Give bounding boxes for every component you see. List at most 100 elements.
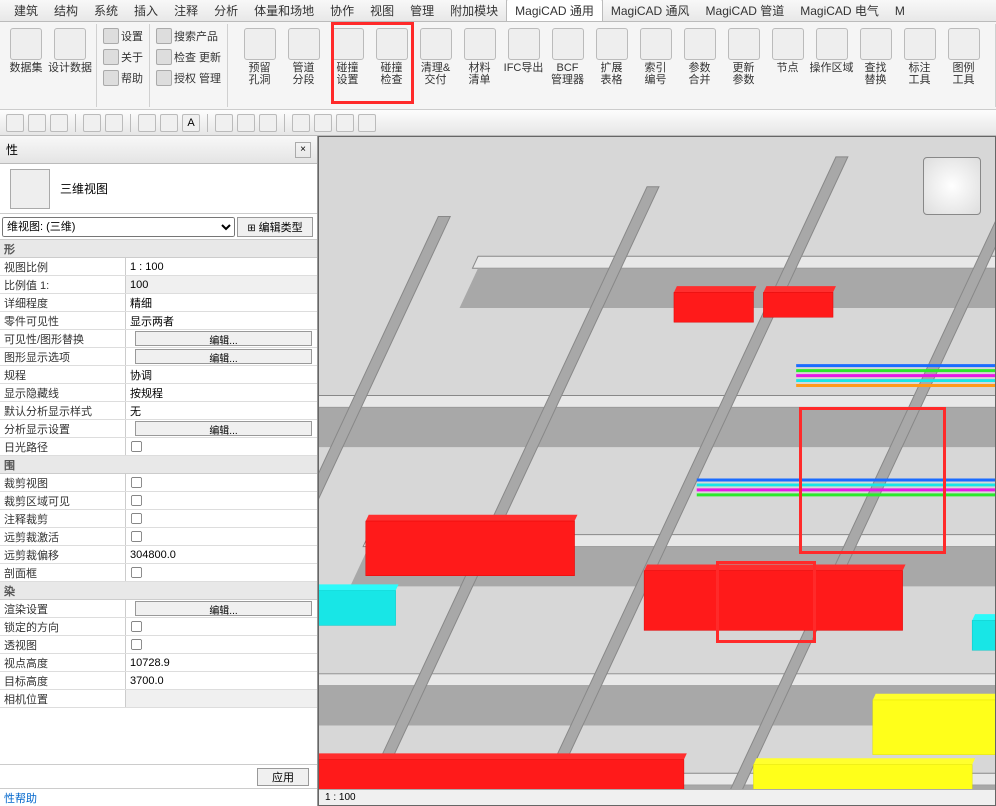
apply-button[interactable]: 应用 (257, 768, 309, 786)
edit-button[interactable]: 编辑... (135, 601, 313, 616)
ribbon-clean-deliver[interactable]: 清理& 交付 (414, 26, 458, 86)
qat-icon[interactable] (105, 114, 123, 132)
edit-button[interactable]: 编辑... (135, 421, 313, 436)
ribbon-info[interactable]: 关于 (101, 47, 145, 67)
qat-text-icon[interactable]: A (182, 114, 200, 132)
prop-value[interactable]: 3700.0 (126, 672, 317, 689)
view-cube[interactable] (923, 157, 981, 215)
qat-icon[interactable] (314, 114, 332, 132)
ribbon-find-replace[interactable]: 查找 替换 (854, 26, 898, 86)
ribbon-check[interactable]: 检查 更新 (154, 47, 223, 67)
tab-14[interactable]: MagiCAD 电气 (792, 0, 887, 21)
key-icon (156, 70, 172, 86)
ribbon-param-merge[interactable]: 参数 合并 (678, 26, 722, 86)
qat-icon[interactable] (292, 114, 310, 132)
edit-button[interactable]: 编辑... (135, 349, 313, 364)
qat-save-icon[interactable] (6, 114, 24, 132)
status-scale: 1 : 100 (325, 792, 356, 803)
prop-value[interactable]: 10728.9 (126, 654, 317, 671)
ribbon-bcf-mgr[interactable]: BCF 管理器 (546, 26, 590, 86)
tab-9[interactable]: 管理 (402, 0, 442, 21)
tab-3[interactable]: 插入 (126, 0, 166, 21)
prop-key: 锁定的方向 (0, 618, 126, 635)
prop-value[interactable]: 1 : 100 (126, 258, 317, 275)
tab-1[interactable]: 结构 (46, 0, 86, 21)
properties-panel: 性 × 三维视图 维视图: (三维) ⊞ 编辑类型 形 视图比例1 : 100比… (0, 136, 318, 806)
prop-key: 渲染设置 (0, 600, 126, 617)
tab-2[interactable]: 系统 (86, 0, 126, 21)
prop-key: 日光路径 (0, 438, 126, 455)
ribbon-annotate[interactable]: 标注 工具 (898, 26, 942, 86)
prop-value[interactable]: 无 (126, 402, 317, 419)
checkbox[interactable] (131, 495, 142, 506)
prop-row: 默认分析显示样式无 (0, 402, 317, 420)
ribbon: 数据集 设计数据 设置关于帮助 搜索产品检查 更新授权 管理 预留 孔洞管道 分… (0, 22, 996, 110)
edit-button[interactable]: 编辑... (135, 331, 313, 346)
checkbox[interactable] (131, 639, 142, 650)
ribbon-legend[interactable]: 图例 工具 (942, 26, 986, 86)
ribbon-help[interactable]: 帮助 (101, 68, 145, 88)
ribbon-design-data[interactable]: 设计数据 (48, 26, 92, 74)
checkbox[interactable] (131, 513, 142, 524)
close-icon[interactable]: × (295, 142, 311, 158)
prop-key: 规程 (0, 366, 126, 383)
ribbon-pipe-section[interactable]: 管道 分段 (282, 26, 326, 86)
prop-value[interactable]: 按规程 (126, 384, 317, 401)
tab-11[interactable]: MagiCAD 通用 (506, 0, 603, 22)
3d-viewport[interactable]: 1 : 100 (318, 136, 996, 806)
edit-type-button[interactable]: ⊞ 编辑类型 (237, 217, 313, 237)
checkbox[interactable] (131, 567, 142, 578)
ribbon-gear[interactable]: 设置 (101, 26, 145, 46)
ribbon-search[interactable]: 搜索产品 (154, 26, 223, 46)
tab-8[interactable]: 视图 (362, 0, 402, 21)
ribbon-index-no[interactable]: 索引 编号 (634, 26, 678, 86)
view-type-icon (10, 169, 50, 209)
ribbon-clash-set[interactable]: 碰撞 设置 (326, 26, 370, 86)
pipe-section-icon (288, 28, 320, 60)
ribbon-dataset[interactable]: 数据集 (4, 26, 48, 74)
tab-4[interactable]: 注释 (166, 0, 206, 21)
prop-row: 显示隐藏线按规程 (0, 384, 317, 402)
type-selector[interactable]: 维视图: (三维) (2, 217, 235, 237)
properties-help-link[interactable]: 性帮助 (0, 788, 317, 806)
qat-3d-icon[interactable] (215, 114, 233, 132)
tab-0[interactable]: 建筑 (6, 0, 46, 21)
prop-row: 视图比例1 : 100 (0, 258, 317, 276)
qat-undo-icon[interactable] (28, 114, 46, 132)
prop-key: 剖面框 (0, 564, 126, 581)
tab-6[interactable]: 体量和场地 (246, 0, 322, 21)
qat-icon[interactable] (358, 114, 376, 132)
ifc-export-icon (508, 28, 540, 60)
tab-10[interactable]: 附加模块 (442, 0, 506, 21)
qat-align-icon[interactable] (160, 114, 178, 132)
ribbon-reserve-hole[interactable]: 预留 孔洞 (238, 26, 282, 86)
ribbon-clash-check[interactable]: 碰撞 检查 (370, 26, 414, 86)
qat-icon[interactable] (237, 114, 255, 132)
ribbon-work-area[interactable]: 操作区域 (810, 26, 854, 86)
qat-icon[interactable] (336, 114, 354, 132)
tab-7[interactable]: 协作 (322, 0, 362, 21)
tab-13[interactable]: MagiCAD 管道 (698, 0, 793, 21)
ribbon-node[interactable]: 节点 (766, 26, 810, 86)
tab-5[interactable]: 分析 (206, 0, 246, 21)
checkbox[interactable] (131, 441, 142, 452)
checkbox[interactable] (131, 477, 142, 488)
checkbox[interactable] (131, 621, 142, 632)
ribbon-ifc-export[interactable]: IFC导出 (502, 26, 546, 86)
qat-measure-icon[interactable] (138, 114, 156, 132)
ribbon-material-list[interactable]: 材料 清单 (458, 26, 502, 86)
tab-15[interactable]: M (887, 2, 913, 20)
ribbon-ext-table[interactable]: 扩展 表格 (590, 26, 634, 86)
ribbon-update-param[interactable]: 更新 参数 (722, 26, 766, 86)
qat-redo-icon[interactable] (50, 114, 68, 132)
prop-value[interactable]: 显示两者 (126, 312, 317, 329)
prop-value[interactable]: 协调 (126, 366, 317, 383)
prop-value[interactable]: 304800.0 (126, 546, 317, 563)
tab-12[interactable]: MagiCAD 通风 (603, 0, 698, 21)
ribbon-key[interactable]: 授权 管理 (154, 68, 223, 88)
qat-icon[interactable] (259, 114, 277, 132)
qat-icon[interactable] (83, 114, 101, 132)
update-param-icon (728, 28, 760, 60)
checkbox[interactable] (131, 531, 142, 542)
prop-value[interactable]: 精细 (126, 294, 317, 311)
